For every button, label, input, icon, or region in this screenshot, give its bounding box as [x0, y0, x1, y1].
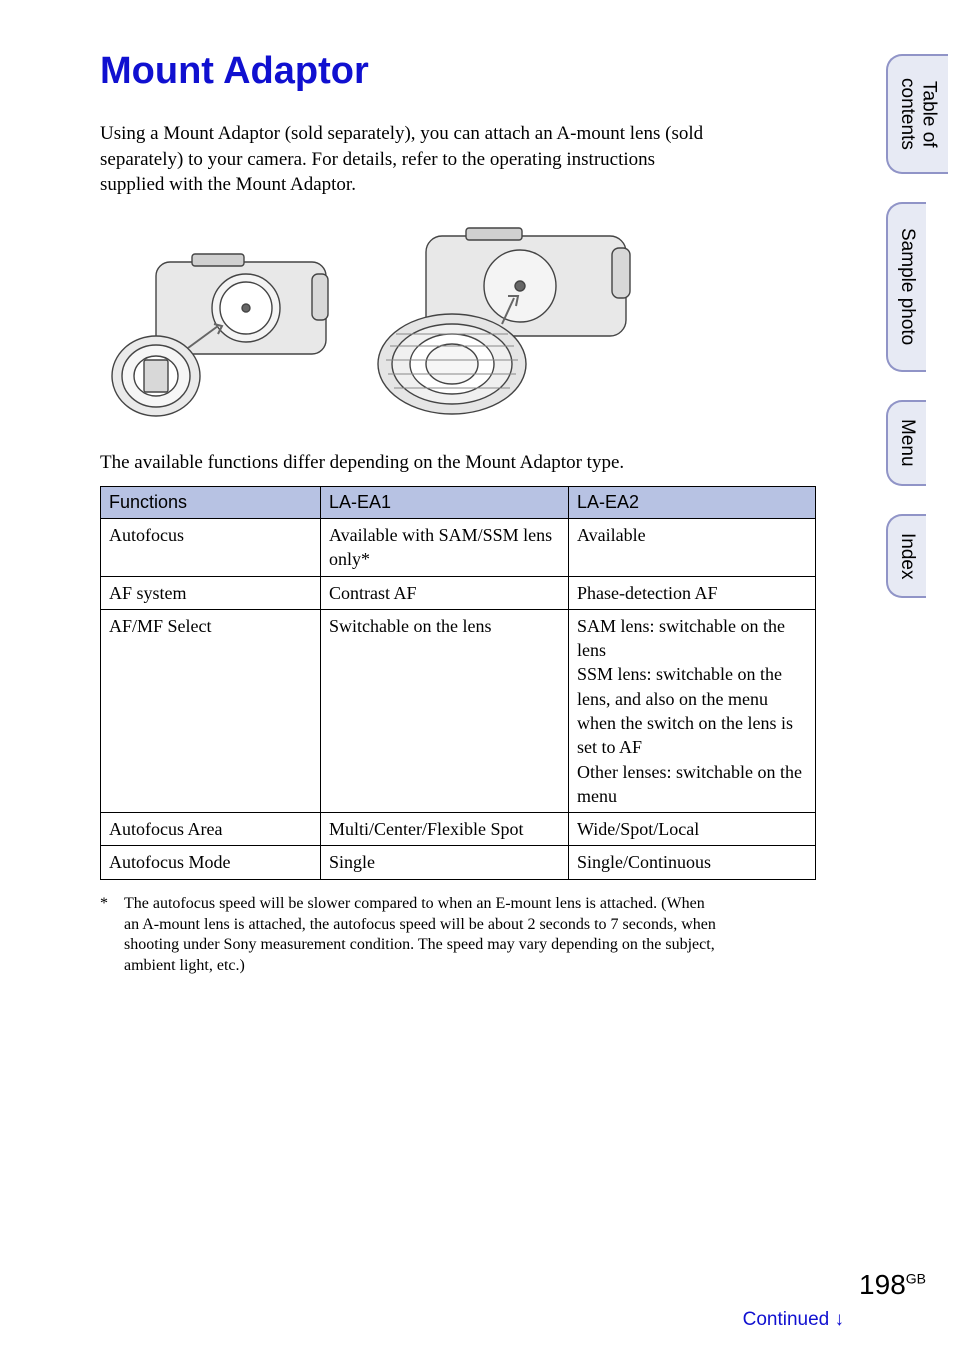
- table-cell: Autofocus: [101, 518, 321, 576]
- footnote: * The autofocus speed will be slower com…: [100, 894, 720, 977]
- page-title: Mount Adaptor: [100, 50, 720, 93]
- tab-table-of-contents[interactable]: Table of contents: [886, 54, 948, 174]
- tab-sample-photo[interactable]: Sample photo: [886, 202, 926, 372]
- illustration-camera-adaptor: [100, 244, 340, 424]
- table-header: LA-EA2: [569, 486, 816, 518]
- footnote-marker: *: [100, 894, 124, 977]
- page-number-value: 198: [859, 1269, 906, 1300]
- table-body: AutofocusAvailable with SAM/SSM lens onl…: [101, 518, 816, 879]
- tab-menu[interactable]: Menu: [886, 400, 926, 486]
- table-cell: Autofocus Mode: [101, 846, 321, 879]
- side-tabs: Table of contents Sample photo Menu Inde…: [886, 54, 954, 626]
- table-cell: Available with SAM/SSM lens only*: [321, 518, 569, 576]
- illustration-row: [100, 224, 720, 424]
- page-number-suffix: GB: [906, 1271, 926, 1287]
- table-row: AutofocusAvailable with SAM/SSM lens onl…: [101, 518, 816, 576]
- table-header: LA-EA1: [321, 486, 569, 518]
- table-cell: Phase-detection AF: [569, 576, 816, 609]
- table-caption: The available functions differ depending…: [100, 452, 720, 474]
- intro-paragraph: Using a Mount Adaptor (sold separately),…: [100, 121, 720, 198]
- table-cell: Multi/Center/Flexible Spot: [321, 813, 569, 846]
- table-row: Autofocus ModeSingleSingle/Continuous: [101, 846, 816, 879]
- table-row: AF systemContrast AFPhase-detection AF: [101, 576, 816, 609]
- table-cell: SAM lens: switchable on the lensSSM lens…: [569, 609, 816, 812]
- table-cell: Switchable on the lens: [321, 609, 569, 812]
- illustration-camera-lens: [356, 224, 656, 424]
- table-cell: Single: [321, 846, 569, 879]
- tab-index[interactable]: Index: [886, 514, 926, 598]
- table-cell: Single/Continuous: [569, 846, 816, 879]
- page-number: 198GB: [859, 1269, 926, 1301]
- table-cell: Contrast AF: [321, 576, 569, 609]
- continued-indicator: Continued ↓: [743, 1309, 844, 1331]
- functions-table: Functions LA-EA1 LA-EA2 AutofocusAvailab…: [100, 486, 816, 880]
- table-cell: Available: [569, 518, 816, 576]
- table-header: Functions: [101, 486, 321, 518]
- footnote-text: The autofocus speed will be slower compa…: [124, 894, 720, 977]
- table-cell: AF/MF Select: [101, 609, 321, 812]
- table-cell: Wide/Spot/Local: [569, 813, 816, 846]
- table-row: AF/MF SelectSwitchable on the lensSAM le…: [101, 609, 816, 812]
- table-cell: AF system: [101, 576, 321, 609]
- table-cell: Autofocus Area: [101, 813, 321, 846]
- table-row: Autofocus AreaMulti/Center/Flexible Spot…: [101, 813, 816, 846]
